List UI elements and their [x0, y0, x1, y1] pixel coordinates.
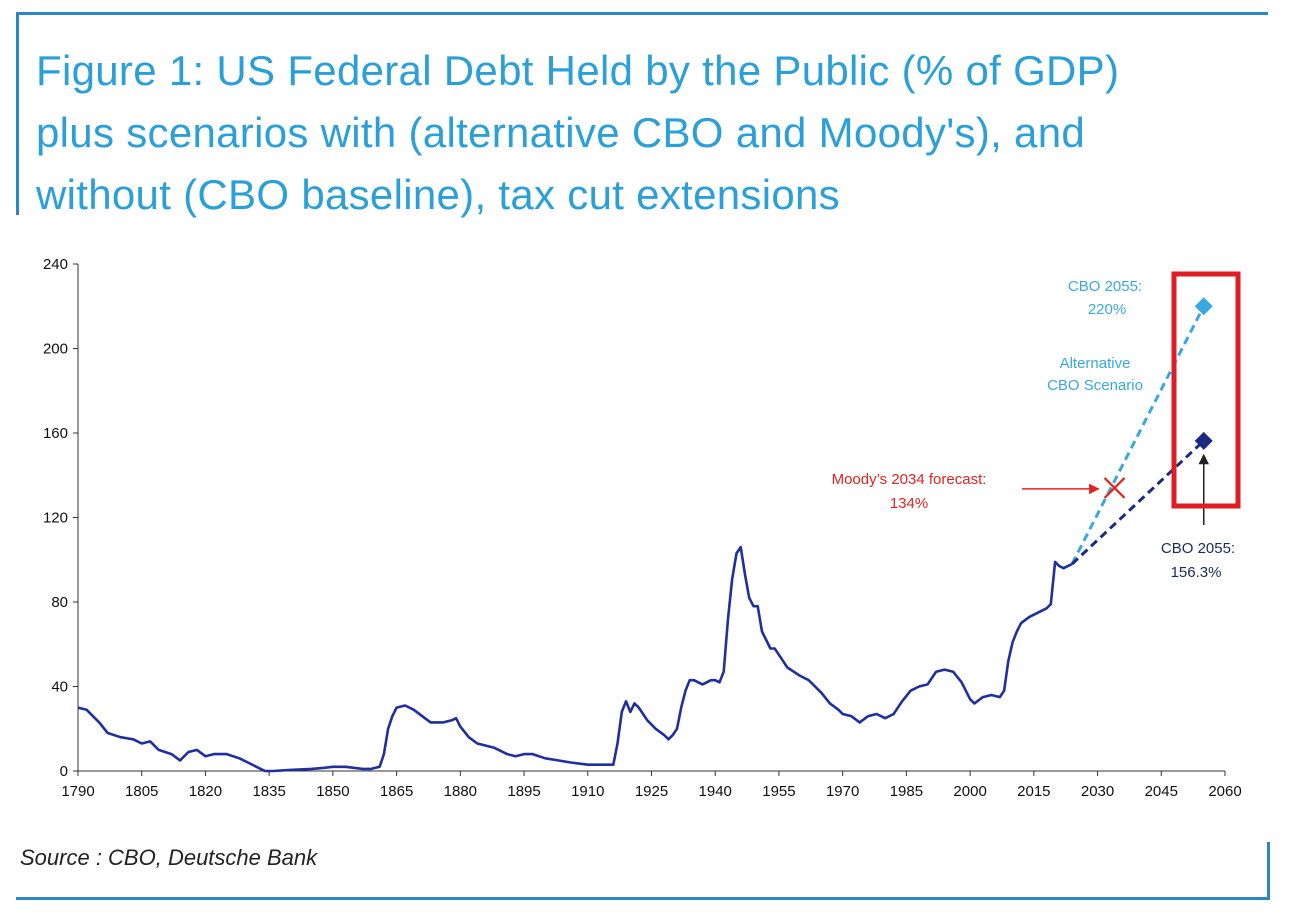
x-tick-label: 1985 — [890, 783, 923, 800]
figure-title-line-1: Figure 1: US Federal Debt Held by the Pu… — [36, 47, 1120, 94]
y-tick-label: 40 — [51, 679, 68, 696]
highlight-box — [1171, 271, 1241, 509]
x-tick-label: 1790 — [61, 783, 94, 800]
x-tick-label: 1925 — [635, 783, 668, 800]
x-tick-label: 1820 — [189, 783, 222, 800]
x-tick-label: 1835 — [252, 783, 285, 800]
cbo-2055-baseline-label: CBO 2055: — [1161, 540, 1235, 557]
x-tick-label: 1850 — [316, 783, 349, 800]
y-tick-label: 120 — [43, 510, 68, 527]
figure-title-line-3: without (CBO baseline), tax cut extensio… — [36, 171, 840, 218]
x-tick-label: 1895 — [507, 783, 540, 800]
alternative-2055-marker — [1194, 297, 1213, 316]
frame-right-border — [1267, 842, 1270, 900]
y-tick-label: 80 — [51, 594, 68, 611]
alternative-scenario-label: Alternative — [1060, 355, 1131, 372]
cbo-2055-baseline-value: 156.3% — [1171, 564, 1222, 581]
x-tick-label: 1955 — [762, 783, 795, 800]
alternative-cbo-line — [1070, 305, 1206, 565]
x-tick-label: 1910 — [571, 783, 604, 800]
moodys-forecast-value: 134% — [890, 495, 928, 512]
x-tick-label: 2045 — [1145, 783, 1178, 800]
x-tick-label: 1880 — [444, 783, 477, 800]
cbo-2055-alt-value: 220% — [1088, 301, 1126, 318]
frame-left-border — [16, 12, 19, 215]
x-tick-label: 1865 — [380, 783, 413, 800]
cbo-2055-alt-label: CBO 2055: — [1068, 278, 1142, 295]
x-tick-label: 2060 — [1208, 783, 1241, 800]
baseline-2055-marker — [1194, 431, 1213, 450]
source-note: Source : CBO, Deutsche Bank — [20, 845, 318, 870]
x-tick-label: 2015 — [1017, 783, 1050, 800]
y-tick-label: 200 — [43, 341, 68, 358]
y-tick-label: 160 — [43, 425, 68, 442]
x-tick-label: 1805 — [125, 783, 158, 800]
x-tick-label: 1940 — [699, 783, 732, 800]
figure-title: Figure 1: US Federal Debt Held by the Pu… — [36, 40, 1251, 226]
x-tick-label: 2000 — [953, 783, 986, 800]
alternative-scenario-label: CBO Scenario — [1047, 377, 1143, 394]
frame-top-border — [16, 12, 1268, 15]
moodys-forecast-label: Moody’s 2034 forecast: — [832, 471, 987, 488]
cbo-baseline-line — [1071, 439, 1205, 566]
historical-debt-line — [77, 545, 1073, 773]
y-tick-label: 0 — [60, 763, 68, 780]
moodys-x-marker — [1103, 477, 1126, 499]
x-tick-label: 2030 — [1081, 783, 1114, 800]
figure-title-line-2: plus scenarios with (alternative CBO and… — [36, 109, 1086, 156]
x-tick-label: 1970 — [826, 783, 859, 800]
frame-bottom-border — [16, 897, 1270, 900]
y-tick-label: 240 — [43, 256, 68, 273]
